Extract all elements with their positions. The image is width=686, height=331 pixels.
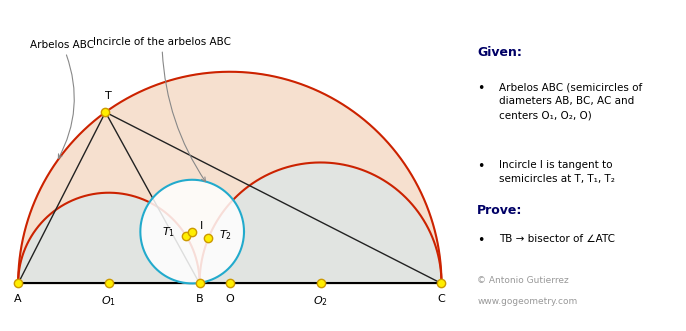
Text: C: C [438, 294, 445, 304]
Text: Incircle of the arbelos ABC: Incircle of the arbelos ABC [93, 36, 231, 182]
Text: B: B [196, 294, 203, 304]
Text: Prove:: Prove: [477, 204, 523, 217]
Polygon shape [18, 193, 200, 283]
Text: Given:: Given: [477, 46, 522, 59]
Text: $O_2$: $O_2$ [313, 294, 328, 308]
Text: I: I [200, 220, 202, 231]
Polygon shape [141, 180, 244, 283]
Text: T: T [105, 91, 112, 101]
Polygon shape [18, 193, 200, 283]
Text: © Antonio Gutierrez: © Antonio Gutierrez [477, 276, 569, 285]
Text: Arbelos ABC: Arbelos ABC [30, 39, 95, 159]
Text: O: O [226, 294, 234, 304]
Text: •: • [477, 160, 484, 172]
Polygon shape [18, 72, 442, 283]
Text: TB → bisector of ∠ATC: TB → bisector of ∠ATC [499, 234, 615, 244]
Text: •: • [477, 82, 484, 95]
Text: •: • [477, 234, 484, 247]
Text: A: A [14, 294, 22, 304]
Text: $T_2$: $T_2$ [220, 228, 232, 242]
Polygon shape [200, 163, 442, 283]
Text: Arbelos ABC (semicircles of
diameters AB, BC, AC and
centers O₁, O₂, O): Arbelos ABC (semicircles of diameters AB… [499, 82, 642, 120]
Text: Incircle I is tangent to
semicircles at T, T₁, T₂: Incircle I is tangent to semicircles at … [499, 160, 615, 184]
Text: $O_1$: $O_1$ [102, 294, 117, 308]
Polygon shape [200, 163, 442, 283]
Text: www.gogeometry.com: www.gogeometry.com [477, 297, 578, 306]
Text: $T_1$: $T_1$ [162, 226, 175, 239]
